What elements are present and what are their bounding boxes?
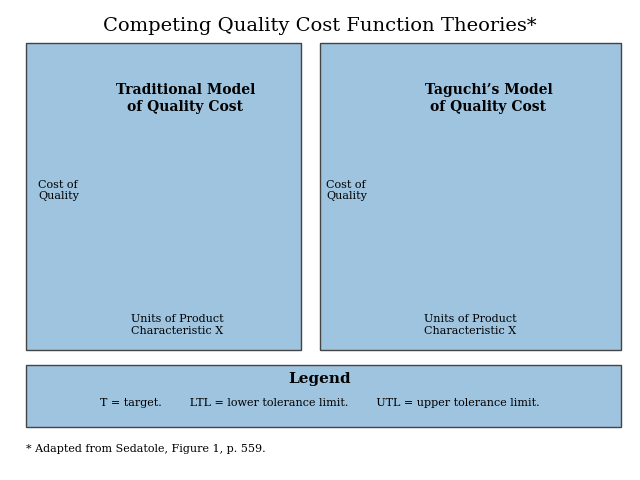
Text: Traditional Model
of Quality Cost: Traditional Model of Quality Cost — [116, 84, 255, 114]
Text: UTL: UTL — [513, 320, 537, 330]
Text: $: $ — [100, 105, 108, 118]
Text: LTL: LTL — [132, 320, 153, 330]
Text: UTL: UTL — [217, 320, 241, 330]
Text: T: T — [473, 320, 481, 330]
Text: Cost of
Quality: Cost of Quality — [38, 180, 79, 202]
Text: T = target.        LTL = lower tolerance limit.        UTL = upper tolerance lim: T = target. LTL = lower tolerance limit.… — [100, 398, 540, 408]
Text: Units of Product
Characteristic X: Units of Product Characteristic X — [131, 314, 223, 336]
Text: X: X — [575, 292, 584, 306]
Text: X: X — [274, 292, 283, 306]
Text: Competing Quality Cost Function Theories*: Competing Quality Cost Function Theories… — [103, 17, 537, 35]
Text: Units of Product
Characteristic X: Units of Product Characteristic X — [424, 314, 516, 336]
Text: LTL: LTL — [418, 320, 440, 330]
Text: Taguchi’s Model
of Quality Cost: Taguchi’s Model of Quality Cost — [424, 84, 552, 114]
Text: T: T — [182, 320, 189, 330]
Text: Legend: Legend — [289, 372, 351, 386]
Text: Cost of
Quality: Cost of Quality — [326, 180, 367, 202]
Text: $: $ — [383, 105, 390, 118]
Text: * Adapted from Sedatole, Figure 1, p. 559.: * Adapted from Sedatole, Figure 1, p. 55… — [26, 444, 265, 454]
